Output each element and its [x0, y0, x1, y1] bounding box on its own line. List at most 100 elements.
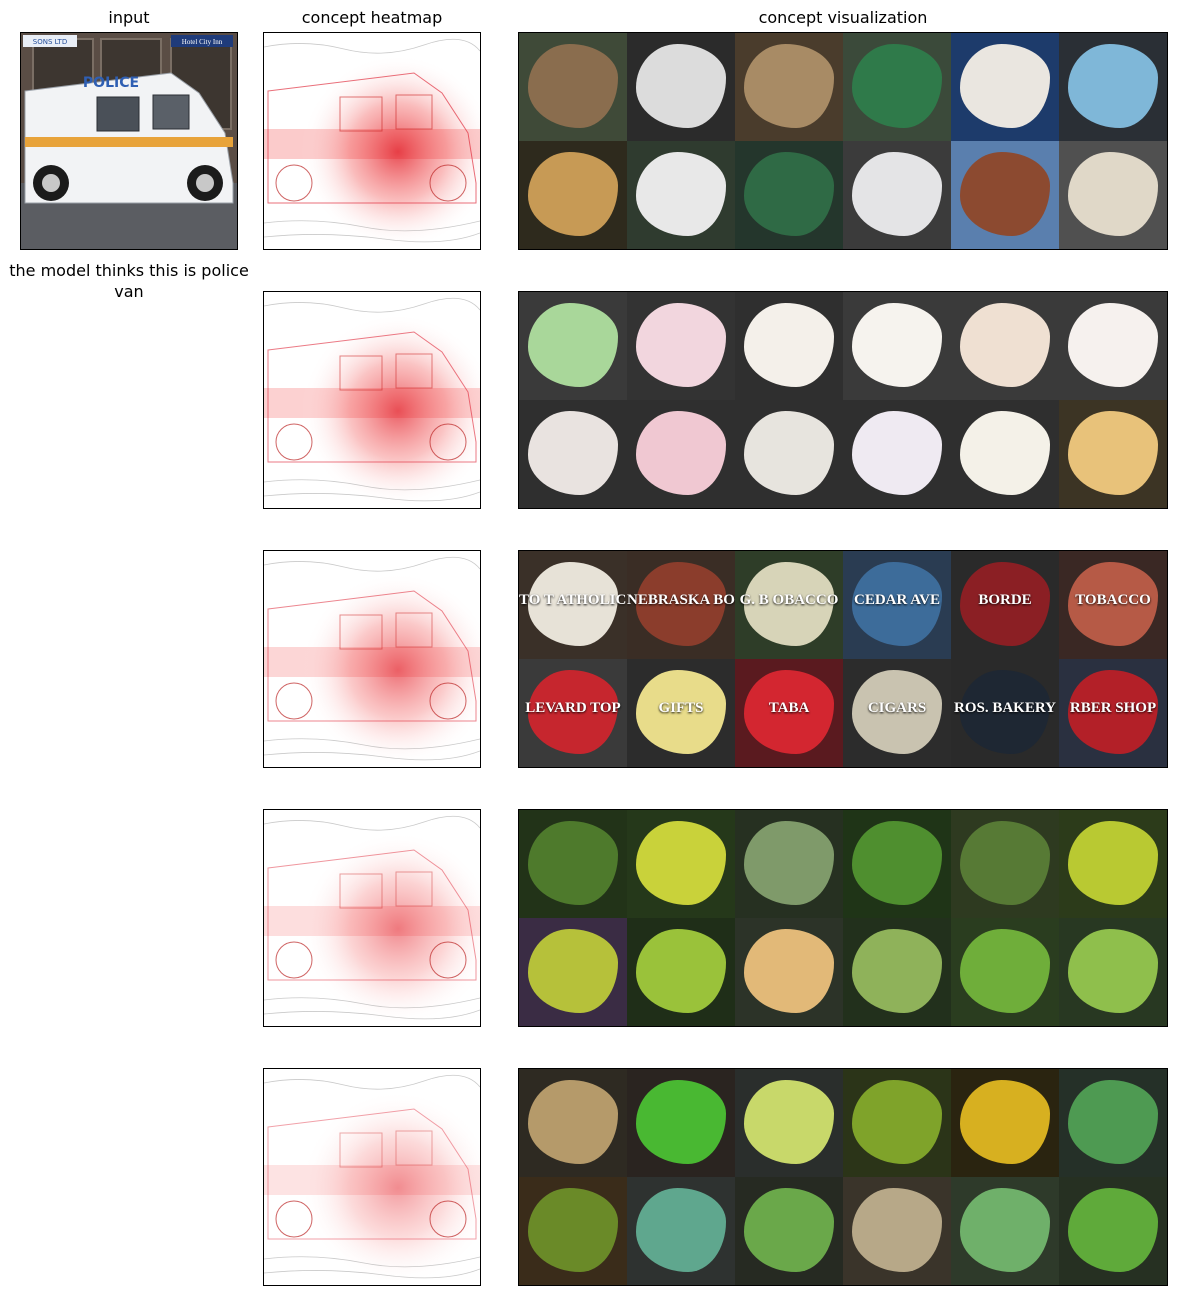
concept-region: [635, 302, 727, 388]
concept-example-tile: G. B OBACCO: [735, 551, 843, 659]
concept-example-tile: ROS. BAKERY: [951, 659, 1059, 767]
concept-region: [743, 928, 835, 1014]
concept-heatmap: [263, 291, 481, 509]
concept-visualization-grid: [518, 1068, 1168, 1286]
concept-region: [635, 1079, 727, 1165]
sign-right-text: Hotel City Inn: [182, 38, 223, 46]
tile-sign-text: ROS. BAKERY: [954, 700, 1056, 717]
concept-region: [851, 561, 943, 647]
tile-sign-text: LEVARD TOP: [525, 700, 621, 717]
concept-example-tile: [1059, 1069, 1167, 1177]
concept-region: [743, 561, 835, 647]
concept-example-tile: [735, 33, 843, 141]
tile-sign-text: NEBRASKA BOOKSTORE: [627, 592, 735, 609]
concept-example-tile: GIFTS: [627, 659, 735, 767]
concept-region: [743, 410, 835, 496]
concept-region: [851, 302, 943, 388]
concept-region: [959, 928, 1051, 1014]
concept-example-tile: [519, 292, 627, 400]
concept-region: [635, 820, 727, 906]
concept-heatmap: [263, 32, 481, 250]
concept-region: [1067, 410, 1159, 496]
concept-example-tile: [951, 810, 1059, 918]
tile-sign-text: TO T ATHOLIC C: [519, 592, 627, 609]
concept-example-tile: [843, 1069, 951, 1177]
tile-sign-text: CEDAR AVE: [854, 592, 940, 609]
concept-example-tile: [519, 1069, 627, 1177]
van-police-text: POLICE: [83, 75, 139, 91]
concept-region: [527, 561, 619, 647]
heatmap-column-title: concept heatmap: [301, 8, 443, 27]
concept-example-tile: [735, 141, 843, 249]
concept-region: [635, 928, 727, 1014]
concept-region: [527, 410, 619, 496]
concept-region: [635, 1187, 727, 1273]
concept-region: [851, 43, 943, 129]
concept-region: [635, 43, 727, 129]
concept-example-tile: NEBRASKA BOOKSTORE: [627, 551, 735, 659]
concept-region: [743, 43, 835, 129]
concept-example-tile: [627, 33, 735, 141]
concept-heatmap: [263, 1068, 481, 1286]
concept-region: [1067, 302, 1159, 388]
concept-region: [527, 151, 619, 237]
concept-example-tile: [627, 292, 735, 400]
concept-example-tile: [843, 1177, 951, 1285]
concept-region: [527, 1079, 619, 1165]
concept-example-tile: [951, 1069, 1059, 1177]
concept-region: [959, 669, 1051, 755]
concept-region: [1067, 43, 1159, 129]
concept-example-tile: [519, 141, 627, 249]
concept-example-tile: BORDE: [951, 551, 1059, 659]
concept-example-tile: TO T ATHOLIC C: [519, 551, 627, 659]
concept-example-tile: [843, 400, 951, 508]
sign-left-text: SONS LTD: [33, 38, 67, 46]
concept-example-tile: [627, 141, 735, 249]
concept-example-tile: [951, 918, 1059, 1026]
concept-example-tile: [627, 810, 735, 918]
concept-region: [1067, 1079, 1159, 1165]
concept-example-tile: [735, 292, 843, 400]
concept-region: [959, 410, 1051, 496]
concept-region: [743, 1079, 835, 1165]
tile-sign-text: TABA: [768, 700, 810, 717]
concept-example-tile: [735, 810, 843, 918]
concept-region: [527, 302, 619, 388]
concept-region: [743, 820, 835, 906]
concept-heatmap: [263, 550, 481, 768]
concept-region: [635, 151, 727, 237]
concept-example-tile: [843, 292, 951, 400]
concept-example-tile: [1059, 141, 1167, 249]
concept-region: [959, 561, 1051, 647]
concept-region: [959, 820, 1051, 906]
concept-region: [851, 928, 943, 1014]
visualization-column-title: concept visualization: [758, 8, 928, 27]
concept-region: [959, 1187, 1051, 1273]
concept-region: [635, 561, 727, 647]
concept-region: [959, 43, 1051, 129]
concept-example-tile: [951, 33, 1059, 141]
concept-region: [743, 1187, 835, 1273]
concept-region: [851, 669, 943, 755]
concept-example-tile: [1059, 292, 1167, 400]
concept-example-tile: [519, 400, 627, 508]
tile-sign-text: GIFTS: [658, 700, 704, 717]
concept-region: [851, 151, 943, 237]
concept-example-tile: [951, 141, 1059, 249]
concept-example-tile: [1059, 33, 1167, 141]
concept-region: [743, 151, 835, 237]
concept-region: [851, 820, 943, 906]
concept-region: [743, 669, 835, 755]
input-image: SONS LTD Hotel City Inn POLICE: [20, 32, 238, 250]
concept-region: [743, 302, 835, 388]
concept-example-tile: [843, 141, 951, 249]
concept-example-tile: [519, 33, 627, 141]
concept-heatmap: [263, 809, 481, 1027]
concept-example-tile: [951, 1177, 1059, 1285]
concept-example-tile: [519, 1177, 627, 1285]
concept-example-tile: [735, 1069, 843, 1177]
concept-example-tile: [627, 918, 735, 1026]
concept-region: [527, 43, 619, 129]
concept-region: [851, 410, 943, 496]
concept-example-tile: [519, 810, 627, 918]
